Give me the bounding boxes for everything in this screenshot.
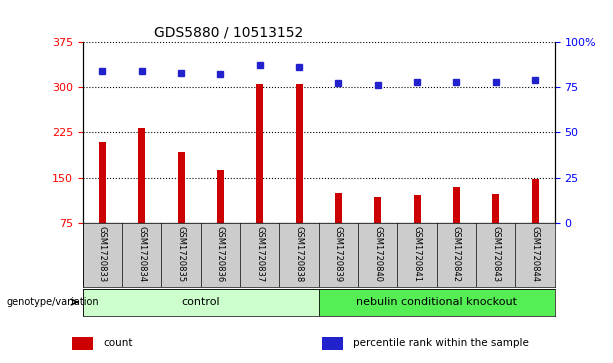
Text: GDS5880 / 10513152: GDS5880 / 10513152 (153, 25, 303, 39)
Bar (295, 84, 303, 223)
Text: percentile rank within the sample: percentile rank within the sample (353, 338, 529, 348)
Text: GSM1720843: GSM1720843 (491, 227, 500, 282)
Text: GSM1720837: GSM1720837 (255, 227, 264, 283)
Bar (453, 187, 460, 223)
Text: GSM1720836: GSM1720836 (216, 227, 225, 283)
Text: GSM1720841: GSM1720841 (413, 227, 422, 282)
Bar (335, 193, 342, 223)
Text: GSM1720834: GSM1720834 (137, 227, 147, 282)
Bar (322, 337, 343, 350)
Bar (99, 142, 106, 223)
Text: GSM1720833: GSM1720833 (98, 227, 107, 283)
Text: GSM1720844: GSM1720844 (531, 227, 539, 282)
Bar (256, 84, 264, 223)
Bar (138, 128, 145, 223)
Bar (531, 179, 539, 223)
Text: GSM1720842: GSM1720842 (452, 227, 461, 282)
Text: GSM1720839: GSM1720839 (334, 227, 343, 282)
Text: nebulin conditional knockout: nebulin conditional knockout (356, 297, 517, 307)
Bar (83, 289, 319, 316)
Bar (319, 289, 555, 316)
Text: control: control (181, 297, 220, 307)
Bar (374, 197, 381, 223)
Text: genotype/variation: genotype/variation (6, 297, 99, 307)
Text: GSM1720838: GSM1720838 (295, 227, 303, 283)
Bar (492, 193, 500, 223)
Bar (217, 170, 224, 223)
Text: GSM1720835: GSM1720835 (177, 227, 186, 282)
Text: GSM1720840: GSM1720840 (373, 227, 383, 282)
Text: count: count (103, 338, 132, 348)
Bar (178, 152, 185, 223)
Bar (72, 337, 93, 350)
Bar (414, 195, 421, 223)
